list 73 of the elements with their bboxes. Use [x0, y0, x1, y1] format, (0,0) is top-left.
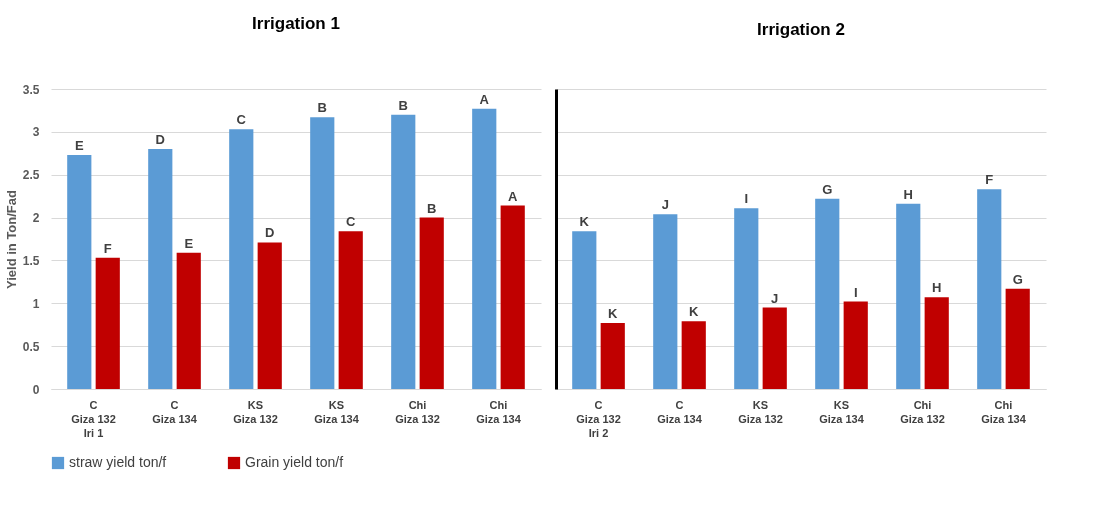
- data-label: D: [155, 132, 165, 147]
- bar: [419, 217, 444, 389]
- data-label: F: [985, 172, 994, 188]
- y-tick-label: 3: [32, 125, 40, 140]
- bar: [148, 149, 173, 389]
- data-label: G: [822, 181, 833, 197]
- bar: [681, 321, 706, 389]
- y-axis-title: Yield in Ton/Fad: [3, 189, 19, 289]
- bar: [734, 208, 759, 389]
- x-tick-label: KS Giza 134: [314, 398, 360, 425]
- bar: [924, 297, 949, 389]
- x-tick-label: C Giza 132 Iri 2: [576, 398, 621, 439]
- y-tick-label: 2: [32, 211, 40, 226]
- x-tick-label: Chi Giza 132: [900, 398, 945, 425]
- x-tick-label: Chi Giza 132: [395, 398, 440, 425]
- y-tick-label: 2.5: [22, 168, 40, 183]
- bar: [843, 301, 868, 389]
- data-label: B: [398, 97, 408, 113]
- y-tick-label: 1.5: [22, 253, 40, 268]
- data-label: J: [661, 197, 669, 213]
- bar: [257, 242, 282, 389]
- data-label: B: [427, 200, 437, 216]
- data-label: K: [608, 306, 619, 321]
- bar: [1005, 288, 1030, 389]
- y-tick-label: 0.5: [22, 339, 40, 354]
- x-tick-label: KS Giza 132: [233, 398, 278, 425]
- data-label: E: [184, 235, 194, 251]
- bar: [391, 114, 416, 389]
- data-label: I: [744, 191, 749, 207]
- data-label: G: [1012, 271, 1023, 287]
- data-label: C: [236, 112, 247, 128]
- bar: [977, 189, 1002, 389]
- bar: [653, 214, 678, 389]
- legend-label: Grain yield ton/f: [245, 454, 344, 470]
- x-tick-label: KS Giza 132: [738, 398, 783, 425]
- chart-title: Irrigation 2: [757, 20, 845, 39]
- bar: [229, 129, 254, 389]
- y-tick-label: 3.5: [22, 82, 40, 97]
- data-label: B: [317, 100, 327, 116]
- data-label: K: [579, 214, 590, 230]
- bar: [762, 307, 787, 389]
- x-tick-label: Chi Giza 134: [981, 398, 1027, 425]
- bar: [815, 198, 840, 389]
- data-label: F: [103, 240, 112, 256]
- data-label: D: [265, 225, 275, 241]
- bar: [67, 155, 92, 389]
- y-tick-label: 0: [32, 382, 40, 397]
- x-tick-label: C Giza 134: [657, 398, 703, 425]
- x-tick-label: KS Giza 134: [819, 398, 865, 425]
- x-tick-label: C Giza 132 Iri 1: [71, 398, 116, 439]
- bar: [600, 323, 625, 389]
- data-label: E: [74, 138, 84, 153]
- data-label: H: [932, 280, 942, 296]
- chart-title: Irrigation 1: [252, 14, 340, 33]
- data-label: C: [346, 214, 357, 230]
- bar: [338, 231, 363, 389]
- legend-label: straw yield ton/f: [69, 454, 167, 470]
- x-tick-label: C Giza 134: [152, 398, 198, 425]
- bar: [896, 203, 921, 389]
- data-label: H: [903, 186, 913, 202]
- data-label: A: [508, 188, 519, 204]
- bar: [310, 117, 335, 389]
- bar: [95, 257, 120, 389]
- bar: [500, 205, 525, 389]
- data-label: A: [479, 91, 490, 107]
- data-label: J: [771, 290, 779, 306]
- data-label: I: [853, 284, 858, 300]
- data-label: K: [689, 304, 700, 320]
- x-tick-label: Chi Giza 134: [476, 398, 522, 425]
- bar: [176, 252, 201, 389]
- bar: [572, 231, 597, 389]
- bar: [472, 108, 497, 389]
- y-tick-label: 1: [32, 296, 40, 311]
